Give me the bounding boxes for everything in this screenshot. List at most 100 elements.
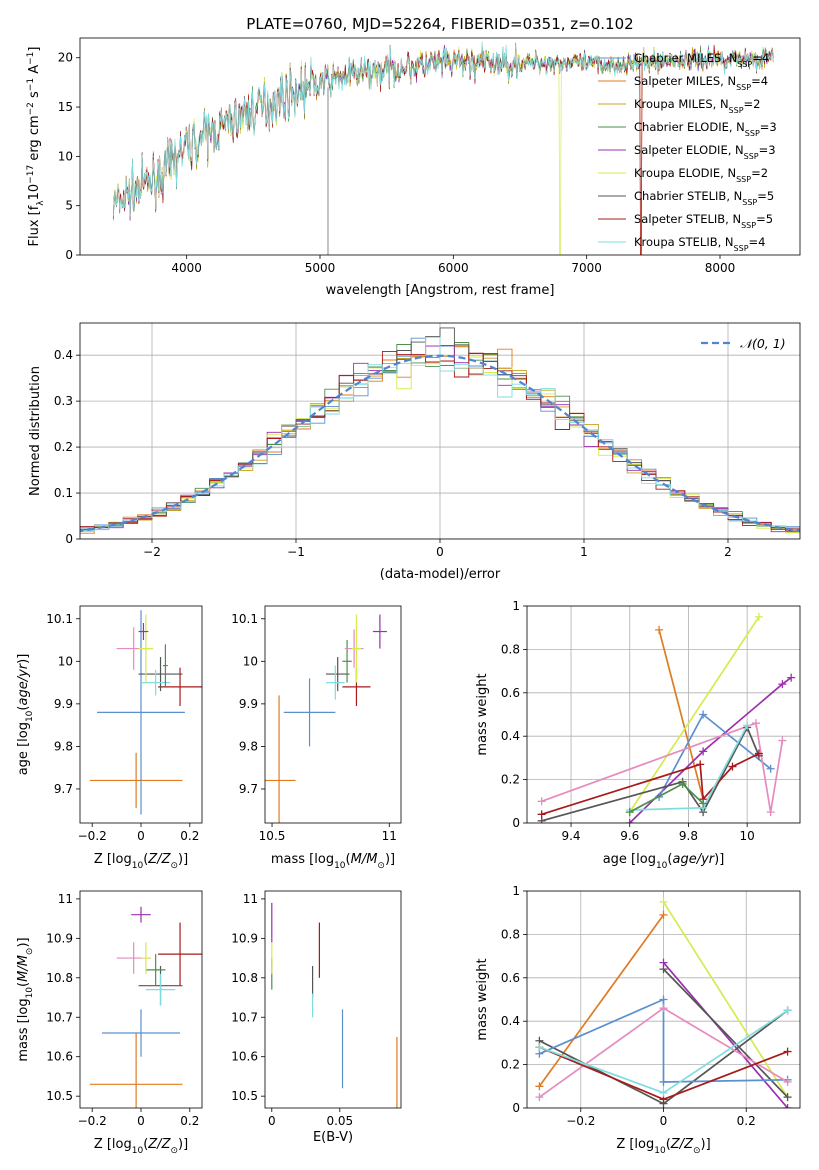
x-tick-label: 0.05: [326, 1114, 353, 1128]
y-axis-label: mass weight: [475, 673, 490, 755]
x-tick-label: 10.5: [259, 829, 286, 843]
y-tick-label: 9.7: [54, 782, 73, 796]
x-axis-label: Z [log10(Z/Z⊙)]: [94, 1137, 188, 1156]
errorbar-point: [131, 906, 151, 923]
y-tick-label: 0.6: [501, 686, 520, 700]
y-tick-label: 0.8: [501, 642, 520, 656]
errorbar-point: [101, 1009, 181, 1057]
weight-line-chabrier_miles: [539, 998, 788, 1083]
plot-area: [89, 610, 202, 815]
weight-marker: [778, 680, 787, 689]
weight-marker: [537, 810, 546, 819]
y-axis-label: age [log10(age/yr)]: [16, 654, 35, 776]
weight-marker: [728, 762, 737, 771]
legend-entry: Kroupa MILES, NSSP=2: [634, 97, 760, 115]
weight-marker: [625, 819, 634, 823]
y-tick-label: 10: [58, 149, 73, 163]
y-tick-label: 20: [58, 51, 73, 65]
weight-marker: [537, 797, 546, 806]
y-tick-label: 10.9: [46, 931, 73, 945]
y-tick-label: 10.6: [231, 1050, 258, 1064]
y-axis-label: Normed distribution: [28, 366, 43, 496]
errorbar-point: [97, 610, 185, 815]
axes-frame: [264, 605, 402, 824]
weight-marker: [659, 995, 668, 1004]
y-tick-label: 9.8: [54, 739, 73, 753]
errorbar-point: [162, 644, 168, 687]
plot-area: [265, 614, 387, 823]
weight-marker: [659, 1088, 668, 1097]
errorbar-point: [138, 614, 154, 683]
x-axis-label: wavelength [Angstrom, rest frame]: [326, 283, 555, 298]
weight-marker: [783, 1077, 792, 1086]
x-tick-label: 9.8: [679, 829, 698, 843]
weight-marker: [655, 625, 664, 634]
gaussian-curve: [80, 354, 800, 533]
y-tick-label: 1: [512, 884, 520, 898]
panel-age-vs-Z: −0.2 0 0.2 9.7 9.8 9.9 10 10.1 Z [log10(Z/Z⊙)] ag…: [16, 605, 203, 871]
panel-mass-weight-vs-Z: −0.2 0 0.2 0 0.2 0.4 0.6 0.8 1 Z [log10(Z/Z⊙)] mas…: [475, 884, 801, 1156]
errorbar-point: [89, 752, 183, 809]
weight-marker: [535, 1043, 544, 1052]
x-tick-label: 4000: [171, 261, 202, 275]
y-tick-label: 11: [58, 892, 73, 906]
plot-area: [89, 906, 202, 1108]
y-tick-label: 0.2: [501, 1058, 520, 1072]
x-tick-label: −0.2: [78, 1114, 107, 1128]
weight-marker: [754, 749, 763, 758]
y-tick-label: 0.4: [54, 348, 73, 362]
axes-frame: [79, 605, 203, 824]
x-tick-label: 0: [137, 1114, 145, 1128]
errorbar-point: [325, 665, 345, 700]
weight-marker: [783, 1006, 792, 1015]
x-axis-label: Z [log10(Z/Z⊙)]: [94, 852, 188, 871]
legend-entry: Chabrier ELODIE, NSSP=3: [634, 120, 777, 138]
y-tick-label: 0.1: [54, 486, 73, 500]
legend-entry: Kroupa STELIB, NSSP=4: [634, 235, 765, 253]
plot-area: [271, 902, 398, 1108]
y-tick-label: 1: [512, 599, 520, 613]
y-tick-label: 10.1: [231, 612, 258, 626]
weight-marker: [783, 1093, 792, 1102]
x-tick-label: 10: [740, 829, 755, 843]
x-tick-label: 9.4: [561, 829, 580, 843]
weight-marker: [699, 799, 708, 808]
legend-entry: Salpeter MILES, NSSP=4: [634, 74, 768, 92]
y-tick-label: 10.9: [231, 931, 258, 945]
plot-area: [527, 891, 800, 1108]
plot-area: [80, 323, 800, 539]
weight-marker: [699, 710, 708, 719]
x-tick-label: −1: [287, 545, 305, 559]
panel-mass-vs-Z: −0.2 0 0.2 10.5 10.6 10.7 10.8 10.9 11 Z [log10(Z…: [16, 890, 203, 1156]
legend-entry: Chabrier MILES, NSSP=4: [634, 51, 769, 69]
weight-marker: [659, 965, 668, 974]
y-tick-label: 0.6: [501, 971, 520, 985]
weight-line-chabrier_stelib: [662, 968, 789, 1098]
y-tick-label: 9.9: [54, 697, 73, 711]
axes-frame: [79, 37, 801, 256]
errorbar-point: [351, 614, 362, 683]
plot-area: [112, 41, 774, 255]
errorbar-point: [138, 657, 183, 692]
weight-marker: [659, 1004, 668, 1013]
weight-marker: [783, 1047, 792, 1056]
y-tick-label: 10.8: [231, 971, 258, 985]
y-tick-label: 10.7: [231, 1010, 258, 1024]
panel-age-vs-mass: 10.5 11 9.7 9.8 9.9 10 10.1 mass [log10(M/M⊙)]: [231, 605, 402, 871]
y-tick-label: 10.8: [46, 971, 73, 985]
errorbar-point: [283, 678, 336, 747]
y-tick-label: 9.8: [239, 739, 258, 753]
x-tick-label: 0: [137, 829, 145, 843]
y-tick-label: 9.9: [239, 697, 258, 711]
y-tick-label: 10.7: [46, 1010, 73, 1024]
legend-entry: Salpeter ELODIE, NSSP=3: [634, 143, 776, 161]
chart-title: PLATE=0760, MJD=52264, FIBERID=0351, z=0…: [246, 15, 633, 33]
y-tick-label: 10: [243, 654, 258, 668]
x-tick-label: 0.2: [180, 829, 199, 843]
panel-spectrum: 4000 5000 6000 7000 8000 0 5 10 15 20 PLATE=0760, …: [26, 15, 801, 298]
y-tick-label: 0: [512, 816, 520, 830]
axes-frame: [79, 322, 801, 540]
x-tick-label: −2: [143, 545, 161, 559]
x-tick-label: 1: [580, 545, 588, 559]
weight-marker: [659, 910, 668, 919]
